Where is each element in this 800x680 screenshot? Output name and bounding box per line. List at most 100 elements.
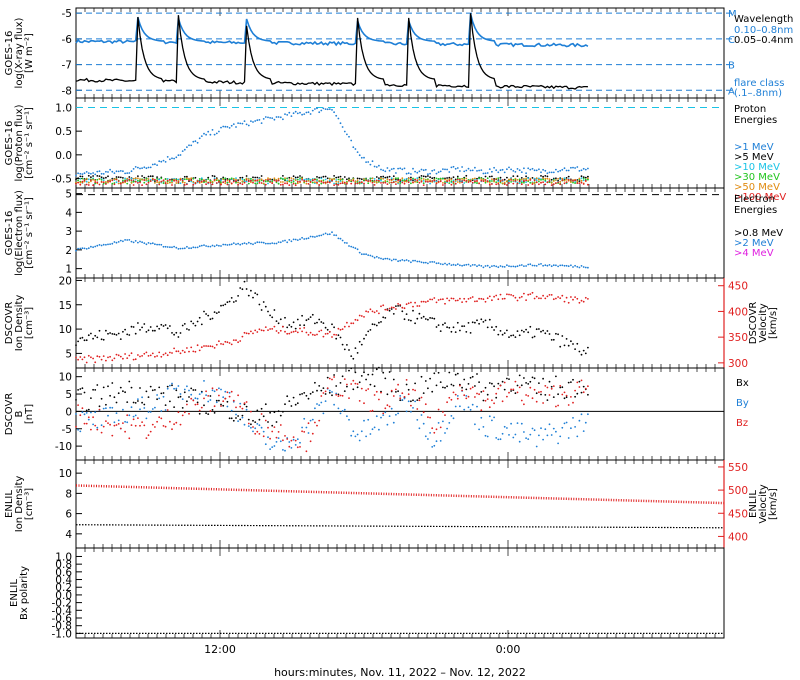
data-point xyxy=(269,314,271,317)
data-point xyxy=(395,391,397,393)
data-point xyxy=(290,331,293,334)
data-point xyxy=(81,358,84,361)
data-point xyxy=(516,265,519,268)
data-point xyxy=(207,314,210,317)
data-point xyxy=(337,181,340,183)
data-point xyxy=(510,294,512,296)
data-point xyxy=(258,328,261,331)
data-point xyxy=(77,389,79,391)
data-point xyxy=(149,180,152,183)
data-point xyxy=(572,343,574,345)
data-point xyxy=(173,406,176,408)
data-point xyxy=(518,334,521,337)
data-point xyxy=(324,108,327,110)
data-point xyxy=(294,176,297,179)
data-point xyxy=(149,166,152,169)
data-point xyxy=(262,179,265,182)
data-point xyxy=(328,181,331,184)
data-point xyxy=(107,180,109,183)
data-point xyxy=(352,178,355,181)
data-point xyxy=(290,240,293,243)
data-point xyxy=(331,378,333,381)
data-point xyxy=(514,180,517,182)
data-point xyxy=(156,243,159,246)
data-point xyxy=(282,325,284,328)
data-point xyxy=(352,388,355,391)
data-point xyxy=(337,334,340,337)
data-point xyxy=(399,182,402,185)
data-point xyxy=(256,241,259,244)
data-point xyxy=(141,167,144,170)
data-point xyxy=(107,171,109,173)
data-point xyxy=(267,436,269,439)
data-point xyxy=(228,342,231,344)
data-point xyxy=(126,182,129,185)
data-point xyxy=(237,415,240,417)
data-point xyxy=(75,249,77,252)
data-point xyxy=(337,178,340,181)
series-velocity xyxy=(75,291,589,364)
data-point xyxy=(243,242,246,245)
data-point xyxy=(331,231,333,234)
data-point xyxy=(540,330,542,333)
data-point xyxy=(102,177,105,180)
data-point xyxy=(200,346,203,349)
data-point xyxy=(429,317,431,319)
data-point xyxy=(292,238,295,241)
data-point xyxy=(100,338,103,341)
data-point xyxy=(290,405,293,407)
data-point xyxy=(122,177,124,179)
data-point xyxy=(388,175,391,178)
panel-frame xyxy=(75,277,725,369)
data-point xyxy=(373,311,376,314)
data-point xyxy=(171,246,173,249)
data-point xyxy=(111,382,114,384)
data-point xyxy=(435,177,438,180)
data-point xyxy=(523,167,525,170)
data-point xyxy=(96,336,99,339)
data-point xyxy=(230,243,233,246)
data-point xyxy=(126,239,129,241)
data-point xyxy=(109,168,111,171)
data-point xyxy=(83,172,86,175)
data-point xyxy=(267,310,269,313)
data-point xyxy=(493,329,495,331)
data-point xyxy=(279,440,282,443)
data-point xyxy=(418,181,421,184)
data-point xyxy=(322,387,325,389)
data-point xyxy=(90,332,92,335)
data-point xyxy=(271,430,274,433)
data-point xyxy=(508,336,510,338)
data-point xyxy=(137,179,139,182)
data-point xyxy=(331,394,333,397)
data-point xyxy=(465,169,468,172)
data-point xyxy=(452,179,455,182)
data-point xyxy=(158,160,161,163)
data-point xyxy=(316,176,318,178)
data-point xyxy=(510,179,512,181)
series--2-mev xyxy=(75,231,589,269)
data-point xyxy=(186,183,188,186)
data-point xyxy=(113,396,116,399)
data-point xyxy=(335,385,338,387)
data-point xyxy=(90,172,92,175)
data-point xyxy=(162,425,165,427)
data-point xyxy=(520,329,523,332)
data-point xyxy=(339,412,342,415)
data-point xyxy=(181,179,184,182)
data-point xyxy=(427,179,429,181)
data-point xyxy=(196,403,199,406)
data-point xyxy=(299,177,301,180)
series-by xyxy=(75,380,589,452)
data-point xyxy=(525,181,527,184)
data-point xyxy=(117,392,120,395)
data-point xyxy=(386,309,389,311)
data-point xyxy=(294,439,297,442)
data-point xyxy=(395,413,397,416)
data-point xyxy=(256,409,259,412)
data-point xyxy=(548,180,551,183)
data-point xyxy=(346,415,348,418)
data-point xyxy=(320,395,323,397)
data-point xyxy=(339,336,342,339)
data-point xyxy=(360,343,363,346)
